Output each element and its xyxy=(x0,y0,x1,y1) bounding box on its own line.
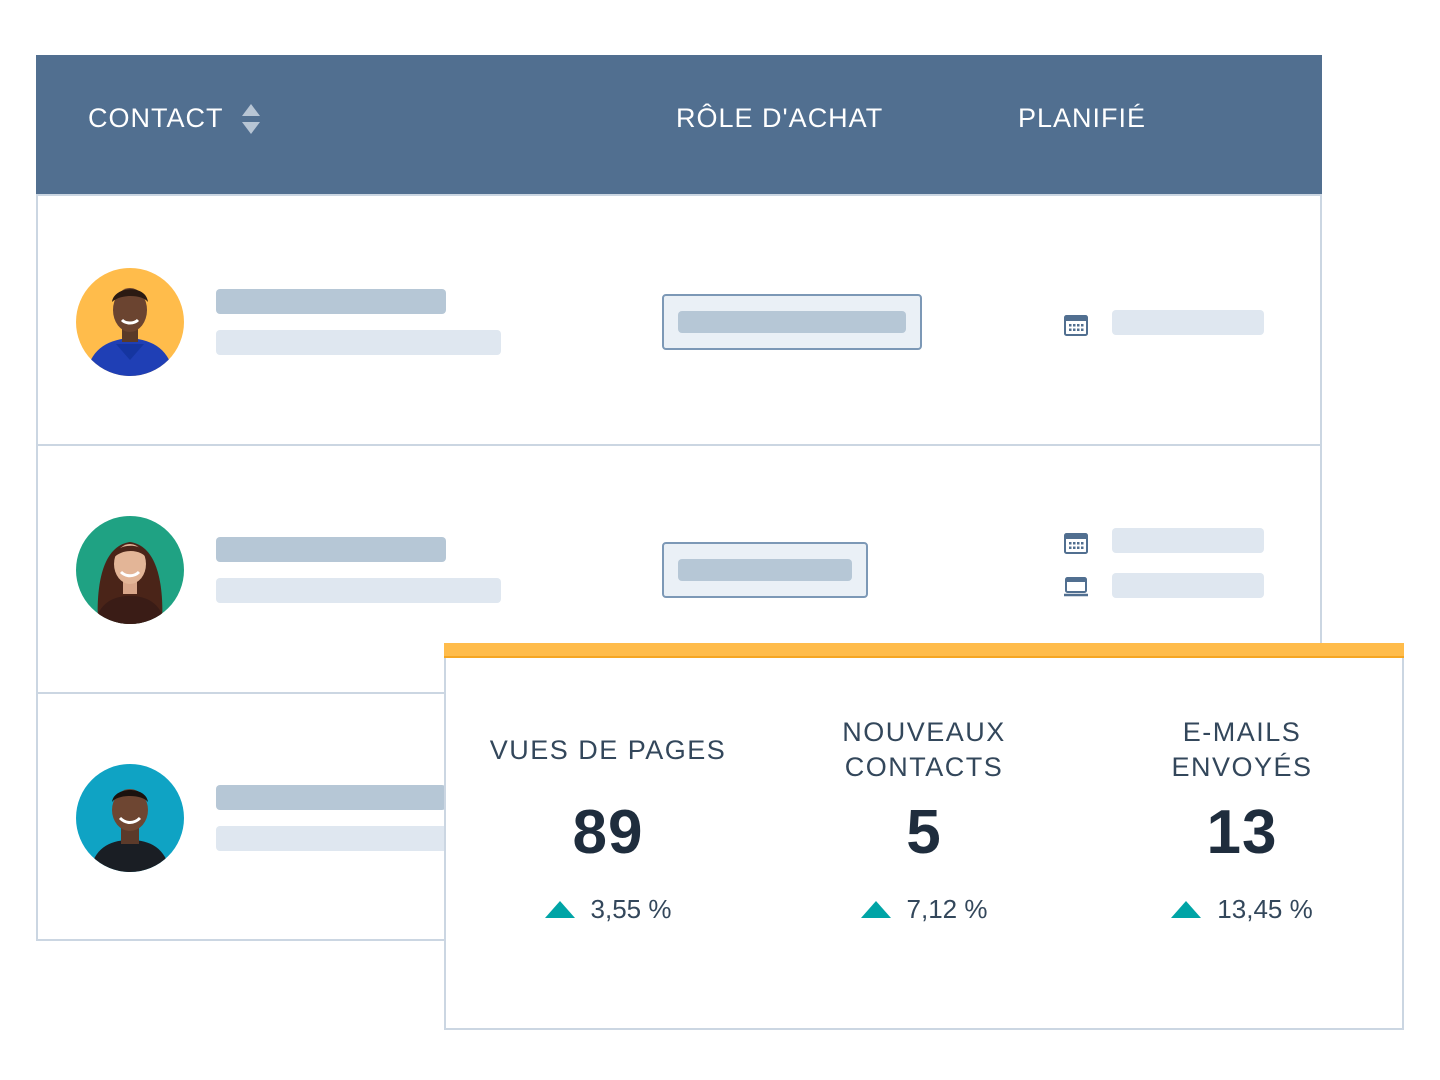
stat-label: E-MAILS ENVOYÉS xyxy=(1092,715,1392,785)
sort-icon[interactable] xyxy=(241,103,260,134)
calendar-icon xyxy=(1064,315,1088,336)
contact-name-placeholder xyxy=(216,289,446,314)
scheduled-placeholder xyxy=(1112,310,1264,335)
table-row[interactable] xyxy=(38,196,1320,444)
buying-role-placeholder xyxy=(678,311,906,333)
column-header-role-label: RÔLE D'ACHAT xyxy=(676,103,884,133)
stat-value: 13 xyxy=(1206,798,1278,867)
stat-label-line: ENVOYÉS xyxy=(1171,752,1313,782)
stat-change-value: 7,12 % xyxy=(906,894,988,924)
column-header-planned-label: PLANIFIÉ xyxy=(1018,103,1147,133)
stats-card: VUES DE PAGES 89 3,55 % NOUVEAUX CONTACT… xyxy=(444,643,1404,1030)
column-header-role[interactable]: RÔLE D'ACHAT xyxy=(676,103,883,134)
stat-page-views: VUES DE PAGES 89 3,55 % xyxy=(458,715,758,925)
calendar-icon xyxy=(1064,533,1088,554)
triangle-up-icon xyxy=(544,901,575,918)
contact-detail-placeholder xyxy=(216,330,501,355)
buying-role-badge[interactable] xyxy=(662,294,922,350)
table-row[interactable] xyxy=(38,446,1320,694)
stat-label-line: E-MAILS xyxy=(1182,717,1302,747)
buying-role-placeholder xyxy=(678,559,852,581)
stat-change: 13,45 % xyxy=(1092,894,1392,925)
stat-label-line: VUES DE PAGES xyxy=(489,734,727,765)
stat-value: 89 xyxy=(572,798,644,867)
card-accent-bar xyxy=(444,643,1404,658)
stat-change-value: 13,45 % xyxy=(1217,894,1313,924)
stat-emails-sent: E-MAILS ENVOYÉS 13 13,45 % xyxy=(1092,715,1392,925)
avatar xyxy=(76,764,184,872)
triangle-up-icon xyxy=(1171,901,1202,918)
stat-change: 7,12 % xyxy=(774,894,1074,925)
stat-label-line: CONTACTS xyxy=(844,752,1004,782)
stat-label: NOUVEAUX CONTACTS xyxy=(774,715,1074,785)
contact-name-placeholder xyxy=(216,785,446,810)
avatar xyxy=(76,268,184,376)
buying-role-badge[interactable] xyxy=(662,542,868,598)
triangle-up-icon xyxy=(860,901,891,918)
avatar xyxy=(76,516,184,624)
row-divider xyxy=(38,444,1320,446)
scheduled-placeholder xyxy=(1112,528,1264,553)
stat-value: 5 xyxy=(906,798,942,867)
scheduled-placeholder xyxy=(1112,573,1264,598)
contact-name-placeholder xyxy=(216,537,446,562)
table-header: CONTACT RÔLE D'ACHAT PLANIFIÉ xyxy=(36,55,1322,196)
contact-detail-placeholder xyxy=(216,578,501,603)
laptop-icon xyxy=(1064,577,1088,597)
stat-new-contacts: NOUVEAUX CONTACTS 5 7,12 % xyxy=(774,715,1074,925)
stat-change-value: 3,55 % xyxy=(590,894,672,924)
stat-label: VUES DE PAGES xyxy=(458,715,758,785)
column-header-planned[interactable]: PLANIFIÉ xyxy=(1018,103,1146,134)
column-header-contact[interactable]: CONTACT xyxy=(88,103,260,134)
stat-label-line: NOUVEAUX xyxy=(842,717,1006,747)
column-header-contact-label: CONTACT xyxy=(88,103,224,133)
stat-change: 3,55 % xyxy=(458,894,758,925)
